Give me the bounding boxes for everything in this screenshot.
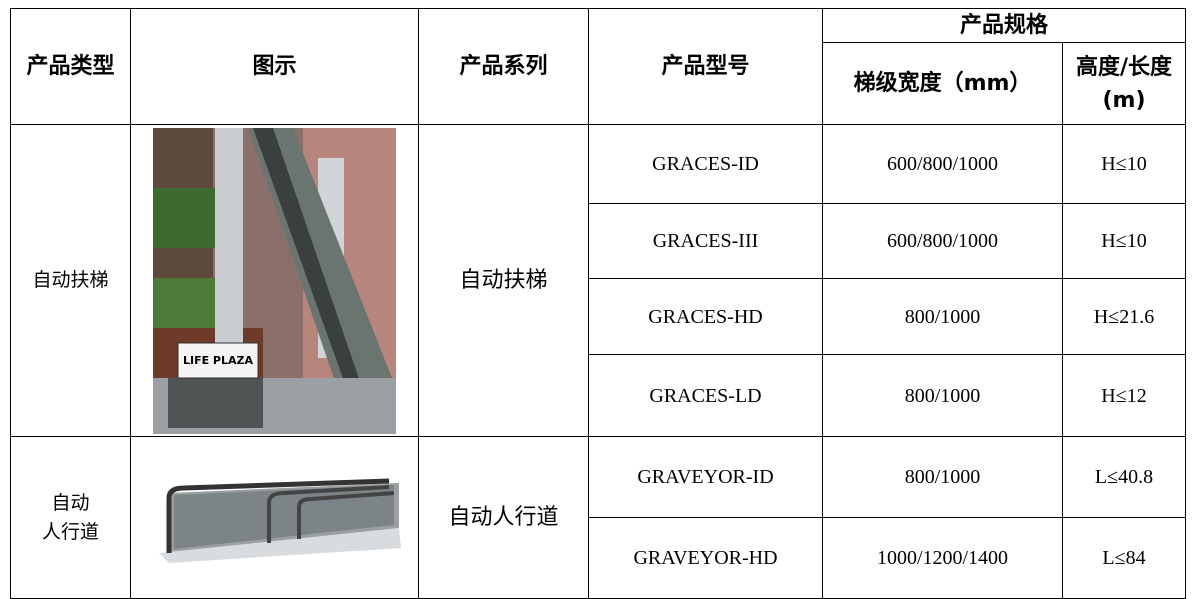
table-cell: L≤40.8: [1062, 436, 1186, 518]
table-cell: 产品系列: [418, 8, 589, 125]
header-row: 梯级宽度（mm） 高度/长度 (m): [11, 42, 1186, 125]
product-type: 自动扶梯: [32, 269, 109, 292]
table-cell: 600/800/1000: [822, 203, 1063, 279]
model: GRACES-III: [652, 230, 759, 252]
model-header: 产品型号: [661, 54, 750, 79]
image-shape: [173, 484, 394, 549]
table-cell: H≤10: [1062, 203, 1186, 279]
table-cell: 800/1000: [822, 354, 1063, 437]
data-row: GRACES-III 600/800/1000 H≤10: [11, 203, 1186, 279]
width: 800/1000: [904, 466, 981, 488]
width: 800/1000: [904, 305, 981, 328]
data-row: GRACES-HD 800/1000 H≤21.6: [11, 278, 1186, 355]
table-cell: 产品类型: [10, 8, 131, 125]
height: L≤84: [1102, 547, 1146, 569]
product-series: 自动扶梯: [459, 268, 548, 293]
width: 1000/1200/1400: [876, 547, 1009, 569]
sign-text: LIFE PLAZA: [183, 354, 254, 367]
height: H≤10: [1101, 230, 1147, 252]
escalator-photo: LIFE PLAZA: [153, 127, 396, 434]
table-cell: GRACES-HD: [588, 278, 823, 355]
table-cell: H≤21.6: [1062, 278, 1186, 355]
table-cell: L≤84: [1062, 517, 1186, 599]
moving-walk-image: [158, 478, 401, 563]
spec-header: 产品规格: [959, 13, 1048, 38]
table-cell: 图示: [130, 8, 419, 125]
width-header: 梯级宽度（mm）: [853, 71, 1032, 96]
image-shape: [177, 342, 259, 378]
model: GRACES-ID: [652, 153, 759, 175]
height: H≤21.6: [1093, 305, 1155, 328]
table-cell: 600/800/1000: [822, 124, 1063, 204]
width: 600/800/1000: [886, 230, 999, 252]
product-series: 自动人行道: [448, 505, 559, 530]
table-cell: 自动扶梯: [10, 124, 131, 437]
data-row: GRAVEYOR-HD 1000/1200/1400 L≤84: [11, 517, 1186, 599]
model: GRAVEYOR-ID: [637, 466, 774, 488]
model: GRACES-HD: [648, 305, 763, 328]
image-shape: [296, 490, 394, 539]
table-cell: GRAVEYOR-ID: [588, 436, 823, 518]
table-cell: 自动人行道: [10, 436, 131, 599]
image-shape: [153, 187, 223, 248]
width: 600/800/1000: [886, 153, 999, 175]
data-row: GRACES-LD 800/1000 H≤12: [11, 354, 1186, 437]
series-header: 产品系列: [459, 54, 548, 79]
table-cell: 800/1000: [822, 278, 1063, 355]
table-cell: 产品型号: [588, 8, 823, 125]
width: 800/1000: [904, 384, 981, 407]
model: GRAVEYOR-HD: [633, 547, 778, 569]
image-shape: [166, 478, 389, 553]
height-header: 高度/长度: [1075, 54, 1173, 80]
table-cell: 高度/长度 (m): [1062, 42, 1186, 125]
table-cell: LIFE PLAZA: [130, 124, 419, 437]
image-shape: [158, 527, 401, 563]
table-cell: 800/1000: [822, 436, 1063, 518]
product-table: 产品类型 图示 产品系列 产品型号 产品规格梯级宽度（mm） 高度/长度 (m) 自动扶梯 L…: [10, 8, 1186, 599]
table-cell: 梯级宽度（mm）: [822, 42, 1063, 125]
data-row: 自动扶梯 LIFE PLAZA 自动扶梯 GRACES-ID 600/800/1000…: [10, 124, 1186, 437]
image-shape: [168, 377, 263, 428]
height-header: (m): [1102, 87, 1146, 113]
image-header: 图示: [252, 54, 297, 79]
table-cell: H≤10: [1062, 124, 1186, 204]
table-cell: GRACES-LD: [588, 354, 823, 437]
product-type: 人行道: [41, 520, 99, 543]
header-row: 产品类型 图示 产品系列 产品型号 产品规格: [10, 8, 1186, 125]
data-row: 自动 人行道 自动人行道 GRAVEYOR-ID 800/1000 L≤40.8: [10, 436, 1186, 599]
product-type: 自动: [51, 492, 90, 514]
table-cell: [130, 436, 419, 599]
height: H≤10: [1101, 153, 1147, 175]
table-cell: 自动人行道: [418, 436, 589, 599]
height: H≤12: [1101, 384, 1147, 407]
table-cell: GRACES-ID: [588, 124, 823, 204]
table-cell: GRAVEYOR-HD: [588, 517, 823, 599]
table-cell: GRACES-III: [588, 203, 823, 279]
height: L≤40.8: [1094, 466, 1154, 488]
image-shape: [266, 484, 389, 543]
table-cell: 产品规格: [822, 8, 1186, 43]
product-type-header: 产品类型: [26, 54, 115, 79]
table-cell: 自动扶梯: [418, 124, 589, 437]
model: GRACES-LD: [649, 384, 762, 407]
image-shape: [253, 127, 378, 434]
table-cell: 1000/1200/1400: [822, 517, 1063, 599]
table-cell: H≤12: [1062, 354, 1186, 437]
